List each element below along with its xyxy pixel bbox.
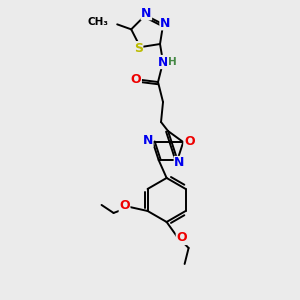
Text: H: H — [168, 57, 176, 67]
Text: O: O — [184, 135, 195, 148]
Text: CH₃: CH₃ — [87, 17, 108, 27]
Text: O: O — [176, 232, 187, 244]
Text: N: N — [160, 17, 170, 30]
Text: O: O — [119, 200, 130, 212]
Text: N: N — [158, 56, 168, 68]
Text: O: O — [131, 73, 141, 85]
Text: S: S — [134, 42, 143, 55]
Text: N: N — [142, 134, 153, 147]
Text: N: N — [141, 7, 152, 20]
Text: N: N — [174, 157, 184, 169]
